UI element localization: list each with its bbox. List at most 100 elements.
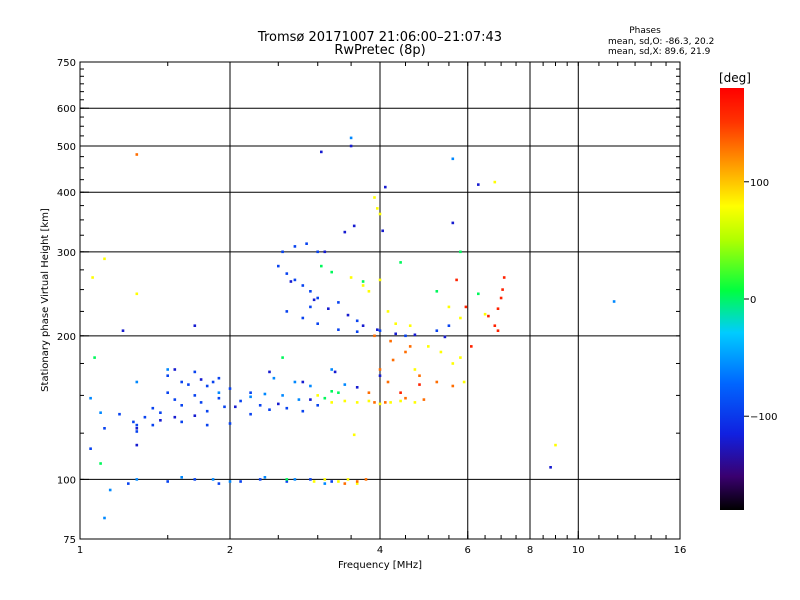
data-point — [355, 319, 359, 323]
data-point — [173, 368, 177, 371]
data-point — [320, 264, 323, 268]
data-point — [502, 276, 506, 279]
data-point — [99, 411, 102, 414]
data-point — [103, 257, 106, 261]
data-point — [413, 368, 417, 371]
data-point — [391, 358, 395, 362]
x-tick-label: 16 — [674, 545, 687, 556]
data-point — [268, 370, 271, 374]
data-point — [447, 305, 451, 309]
data-point — [316, 394, 319, 397]
data-point — [135, 430, 139, 433]
data-point — [352, 433, 356, 437]
data-point — [281, 250, 284, 254]
chart-title: Tromsø 20171007 21:06:00–21:07:43 — [257, 30, 502, 45]
data-point — [121, 329, 125, 332]
data-points — [89, 136, 616, 520]
x-axis-ticks: 1 2 4 6 8 10 16 — [77, 62, 687, 556]
data-point — [493, 324, 497, 327]
data-point — [193, 394, 197, 397]
data-point — [451, 221, 455, 225]
data-point — [364, 478, 368, 481]
data-point — [316, 404, 319, 407]
data-point — [378, 374, 382, 377]
data-point — [272, 376, 276, 380]
data-point — [217, 396, 221, 400]
data-point — [135, 478, 139, 481]
data-point — [352, 224, 356, 228]
data-point — [386, 380, 390, 384]
x-tick-label: 8 — [527, 545, 533, 556]
data-point — [493, 180, 497, 184]
data-point — [193, 414, 197, 417]
data-point — [309, 398, 312, 401]
data-point — [355, 480, 359, 483]
data-point — [249, 391, 252, 394]
x-tick-label: 1 — [77, 545, 83, 556]
data-point — [483, 312, 487, 316]
data-point — [180, 476, 183, 479]
data-point — [477, 292, 480, 296]
data-point — [367, 391, 371, 394]
data-point — [281, 356, 284, 359]
data-point — [422, 398, 426, 401]
data-point — [323, 482, 327, 485]
data-point — [301, 409, 305, 413]
data-point — [378, 212, 382, 216]
data-point — [93, 356, 96, 359]
data-point — [258, 478, 262, 481]
data-point — [373, 401, 376, 404]
data-point — [384, 401, 387, 404]
data-point — [309, 290, 312, 293]
grid-lines — [80, 62, 680, 539]
y-tick-label: 300 — [57, 248, 76, 259]
y-tick-label: 750 — [57, 58, 76, 69]
data-point — [223, 405, 226, 409]
data-point — [418, 374, 421, 377]
data-point — [499, 296, 503, 300]
data-point — [281, 394, 284, 397]
data-point — [293, 278, 297, 282]
data-point — [301, 316, 305, 320]
x-tick-label: 10 — [572, 545, 585, 556]
data-point — [413, 333, 417, 337]
data-point — [166, 480, 169, 483]
data-point — [378, 368, 382, 371]
data-point — [455, 278, 458, 282]
colorbar — [720, 88, 744, 510]
y-tick-label: 100 — [57, 475, 76, 486]
data-point — [193, 370, 197, 374]
data-point — [459, 250, 462, 254]
data-point — [239, 480, 242, 483]
colorbar-tick-label: 100 — [750, 178, 769, 189]
data-point — [323, 250, 327, 254]
data-point — [228, 480, 232, 483]
data-point — [501, 288, 504, 291]
data-point — [381, 229, 384, 233]
data-point — [91, 276, 94, 279]
data-point — [355, 330, 359, 333]
data-point — [361, 284, 365, 287]
data-point — [378, 402, 382, 406]
x-tick-label: 6 — [465, 545, 471, 556]
data-point — [399, 261, 402, 264]
data-point — [361, 280, 365, 283]
data-point — [549, 466, 552, 469]
data-point — [159, 419, 162, 422]
colorbar-tick-label: −100 — [750, 412, 777, 423]
data-point — [337, 480, 340, 483]
data-point — [323, 396, 327, 400]
chart-subtitle: RwPretec (8p) — [334, 43, 425, 58]
data-point — [316, 296, 319, 300]
data-point — [443, 335, 447, 339]
data-point — [99, 462, 102, 465]
y-axis-label: Stationary phase Virtual Height [km] — [40, 208, 51, 392]
data-point — [451, 157, 455, 161]
x-tick-label: 2 — [227, 545, 233, 556]
data-point — [89, 396, 92, 400]
data-point — [394, 322, 397, 325]
data-point — [435, 290, 439, 293]
data-point — [487, 314, 490, 318]
data-point — [135, 292, 139, 296]
